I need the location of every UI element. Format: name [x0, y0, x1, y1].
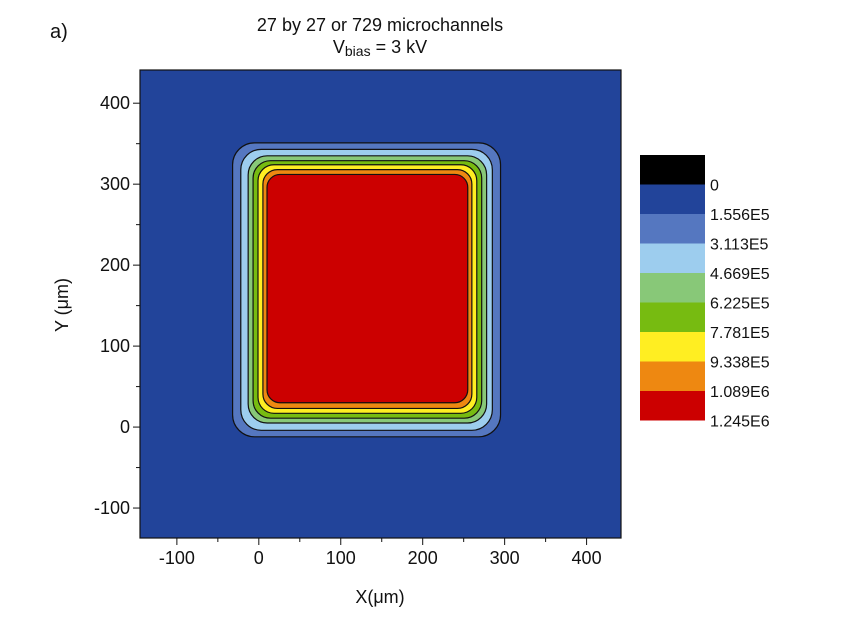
- y-tick-label: 300: [100, 174, 130, 194]
- legend-swatch: [640, 302, 705, 332]
- legend-label: 4.669E5: [710, 266, 770, 283]
- legend-label: 7.781E5: [710, 325, 770, 342]
- plot-frame: [139, 69, 622, 539]
- y-tick-label: 0: [120, 417, 130, 437]
- legend-label: 9.338E5: [710, 355, 770, 372]
- x-tick-label: 300: [490, 548, 520, 568]
- legend-label: 3.113E5: [710, 237, 769, 254]
- chart-title-line2: Vbias = 3 kV: [333, 37, 427, 59]
- legend-swatch: [640, 391, 705, 421]
- x-tick-label: 100: [326, 548, 356, 568]
- y-axis-label: Y (μm): [52, 278, 72, 332]
- legend-label: 6.225E5: [710, 296, 770, 313]
- plot-area: [140, 70, 621, 538]
- y-tick-label: -100: [94, 498, 130, 518]
- x-tick-label: 400: [572, 548, 602, 568]
- contour-band-1.245E6: [266, 173, 469, 404]
- y-tick-label: 400: [100, 93, 130, 113]
- legend-swatch: [640, 273, 705, 303]
- x-tick-label: 0: [254, 548, 264, 568]
- legend-swatch: [640, 184, 705, 214]
- legend-swatch: [640, 155, 705, 185]
- x-axis-label: X(μm): [355, 587, 404, 607]
- legend-label: 1.556E5: [710, 207, 770, 224]
- chart-title-line1: 27 by 27 or 729 microchannels: [257, 15, 503, 35]
- y-tick-label: 200: [100, 255, 130, 275]
- y-tick-label: 100: [100, 336, 130, 356]
- legend-swatch: [640, 214, 705, 244]
- axes: -100 0 100 200 300 400 -100 0 100 200 300 400: [94, 69, 622, 568]
- legend-swatch: [640, 243, 705, 273]
- x-tick-label: -100: [159, 548, 195, 568]
- legend-label: 1.245E6: [710, 414, 770, 431]
- legend-swatch: [640, 361, 705, 391]
- panel-label: a): [50, 21, 68, 43]
- legend-label: 1.089E6: [710, 384, 770, 401]
- legend-swatch: [640, 332, 705, 362]
- legend: 0 1.556E5 3.113E5 4.669E5 6.225E5 7.781E5 9.33…: [640, 155, 770, 431]
- x-tick-label: 200: [408, 548, 438, 568]
- legend-label: 0: [710, 178, 719, 195]
